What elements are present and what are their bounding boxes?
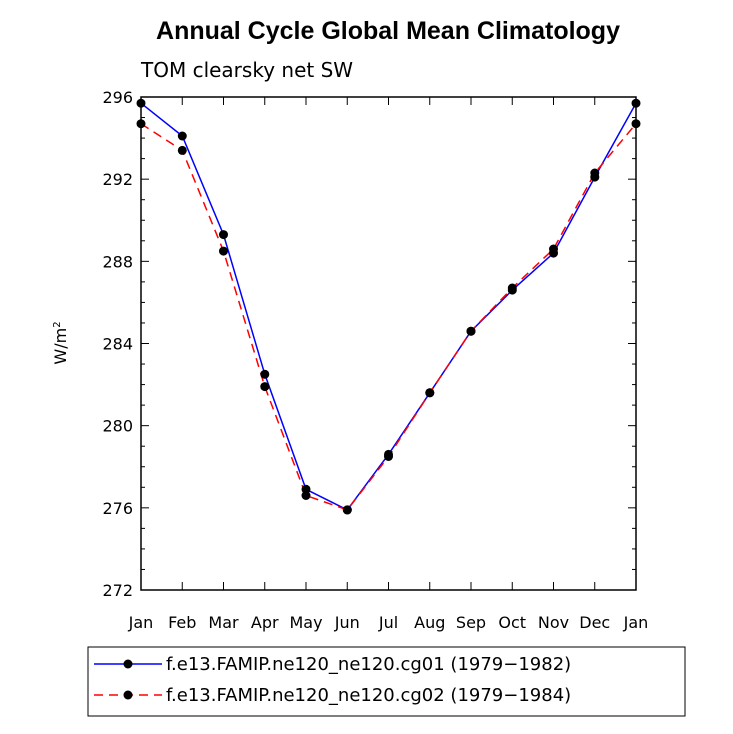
data-point-series2-9 (507, 283, 517, 293)
series-line-1 (140, 102, 637, 511)
plot-frame (140, 96, 637, 591)
series-lines (140, 102, 637, 511)
x-tick-label: Mar (208, 613, 239, 632)
x-tick-label: May (289, 613, 322, 632)
legend-label-cg01: f.e13.FAMIP.ne120_ne120.cg01 (1979−1982) (166, 654, 571, 675)
chart-title: Annual Cycle Global Mean Climatology (156, 17, 620, 45)
series-points (136, 98, 641, 515)
data-point-series2-11 (590, 168, 600, 178)
x-tick-label: Oct (498, 613, 526, 632)
legend-box (87, 646, 686, 717)
x-tick-label: Jun (334, 613, 360, 632)
data-point-series2-1 (177, 145, 187, 155)
y-tick-label: 276 (102, 499, 133, 518)
data-point-series1-4 (301, 484, 311, 494)
data-point-series2-2 (219, 246, 228, 256)
y-tick-label: 296 (102, 88, 133, 107)
data-point-series2-7 (425, 388, 435, 398)
data-point-series2-8 (466, 326, 476, 336)
legend-marker-cg01 (123, 659, 133, 669)
x-tick-label: Jan (623, 613, 649, 632)
data-point-series2-5 (342, 505, 352, 515)
y-tick-label: 280 (102, 417, 133, 436)
x-tick-label: Apr (251, 613, 279, 632)
data-point-series1-1 (177, 131, 187, 141)
legend-label-cg02: f.e13.FAMIP.ne120_ne120.cg02 (1979−1984) (166, 685, 571, 706)
y-tick-label: 272 (102, 581, 133, 600)
legend: f.e13.FAMIP.ne120_ne120.cg01 (1979−1982)… (87, 646, 686, 717)
x-tick-labels: Jan Feb Mar Apr May Jun Jul Aug Sep Oct Nov Dec Jan (128, 613, 649, 632)
x-tick-label: Jan (128, 613, 154, 632)
y-tick-labels: 272 276 280 284 288 292 296 (102, 88, 133, 600)
data-point-series1-3 (260, 369, 270, 379)
data-point-series2-10 (549, 244, 558, 254)
x-tick-label: Dec (579, 613, 610, 632)
data-point-series2-6 (384, 452, 393, 461)
x-tick-label: Nov (538, 613, 569, 632)
y-tick-label: 288 (102, 252, 133, 271)
data-point-series2-3 (260, 382, 270, 392)
y-tick-label: 284 (102, 335, 133, 354)
y-axis-label-superscript: 2 (52, 321, 63, 327)
x-tick-label: Feb (168, 613, 196, 632)
axis-ticks (140, 96, 637, 591)
y-tick-label: 292 (102, 170, 133, 189)
x-tick-label: Sep (456, 613, 486, 632)
data-point-series1-2 (219, 230, 228, 240)
x-tick-label: Aug (414, 613, 445, 632)
y-axis-label-unit: W/m (51, 328, 70, 365)
x-tick-label: Jul (378, 613, 398, 632)
data-point-series2-4 (301, 491, 311, 500)
y-axis-label: W/m2 (51, 321, 70, 364)
chart-subtitle: TOM clearsky net SW (140, 58, 353, 82)
legend-marker-cg02 (123, 690, 133, 700)
